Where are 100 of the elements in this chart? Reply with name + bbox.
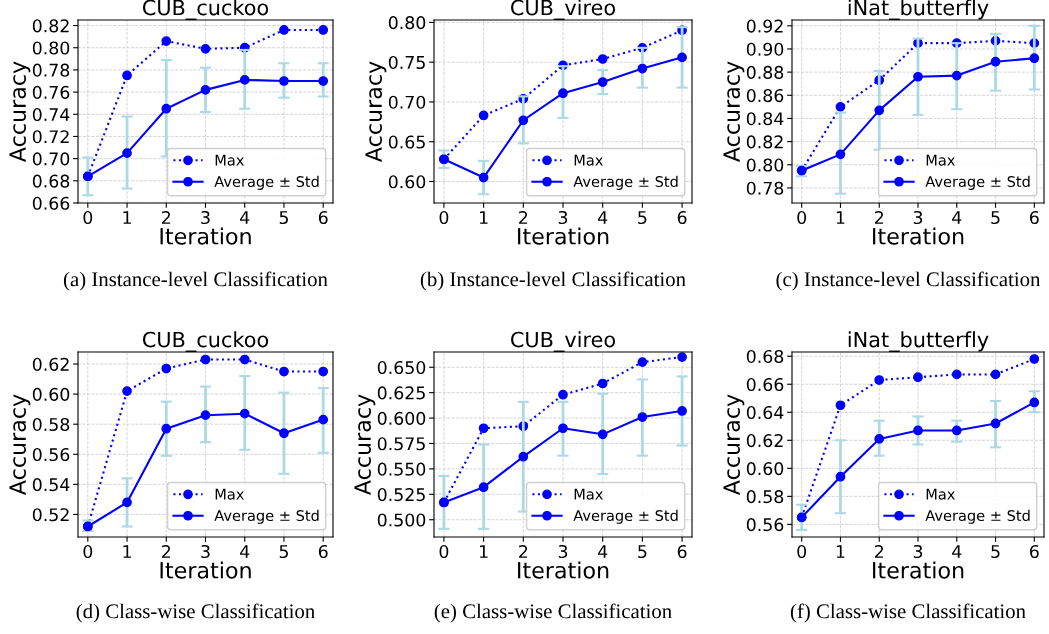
x-tick-label: 0 xyxy=(797,210,807,225)
x-tick-label: 2 xyxy=(519,210,528,224)
x-tick-label: 1 xyxy=(836,545,845,558)
y-tick-label: 0.58 xyxy=(32,417,70,432)
x-tick-label: 6 xyxy=(318,544,328,559)
x-tick-label: 6 xyxy=(677,544,687,559)
y-tick-label: 0.82 xyxy=(746,135,783,149)
legend-label: Average ± Std xyxy=(214,175,319,190)
y-tick-label: 0.62 xyxy=(746,434,783,448)
y-tick-label: 0.72 xyxy=(32,130,69,144)
y-tick-label: 0.66 xyxy=(32,196,70,210)
x-tick-label: 5 xyxy=(279,545,288,559)
y-tick-label: 0.625 xyxy=(377,386,425,400)
y-tick-label: 0.56 xyxy=(746,518,784,532)
x-tick-label: 4 xyxy=(598,211,608,224)
x-axis-title: Iteration xyxy=(518,227,609,245)
x-tick-label: 0 xyxy=(83,210,93,225)
y-tick-label: 0.84 xyxy=(746,112,784,126)
x-tick-label: 1 xyxy=(480,211,488,224)
y-tick-label: 0.60 xyxy=(32,387,70,401)
y-tick-label: 0.75 xyxy=(388,55,425,70)
x-tick-label: 4 xyxy=(952,211,962,224)
y-axis-title: Accuracy xyxy=(723,61,745,163)
x-tick-label: 2 xyxy=(519,544,528,558)
legend-label: Average ± Std xyxy=(925,509,1030,524)
x-tick-label: 0 xyxy=(83,544,93,559)
x-tick-label: 5 xyxy=(638,545,647,559)
y-tick-label: 0.78 xyxy=(746,181,784,195)
y-tick-label: 0.78 xyxy=(32,63,70,77)
legend-label: Max xyxy=(926,154,955,166)
y-tick-label: 0.80 xyxy=(388,16,426,30)
legend-label: Max xyxy=(574,154,603,166)
y-tick-label: 0.80 xyxy=(746,158,784,172)
y-tick-label: 0.58 xyxy=(746,490,784,504)
text: (c) Instance-level Classification xyxy=(776,271,1041,291)
y-tick-label: 0.68 xyxy=(32,174,70,188)
x-axis-title: Iteration xyxy=(518,561,609,579)
x-tick-label: 4 xyxy=(598,545,608,558)
x-axis-title: Iteration xyxy=(160,561,251,579)
x-tick-label: 3 xyxy=(201,544,210,559)
chart-title: iNat_butterfly xyxy=(848,0,989,20)
x-tick-label: 6 xyxy=(1030,210,1039,225)
x-tick-label: 5 xyxy=(279,211,288,225)
x-tick-label: 2 xyxy=(162,544,171,558)
legend-label: Max xyxy=(574,488,603,500)
y-tick-label: 0.90 xyxy=(746,42,784,56)
x-tick-label: 3 xyxy=(558,210,568,225)
y-tick-label: 0.68 xyxy=(746,349,784,364)
x-tick-label: 0 xyxy=(439,544,449,559)
x-tick-label: 4 xyxy=(952,545,962,558)
x-tick-label: 1 xyxy=(836,211,845,224)
y-tick-label: 0.60 xyxy=(746,462,784,476)
y-tick-label: 0.525 xyxy=(377,488,425,502)
y-tick-label: 0.650 xyxy=(377,360,426,375)
x-tick-label: 5 xyxy=(638,211,647,225)
text: (f) Class-wise Classification xyxy=(790,603,1026,623)
y-tick-label: 0.60 xyxy=(388,175,426,189)
legend-label: Average ± Std xyxy=(925,175,1030,190)
x-tick-label: 1 xyxy=(123,545,131,558)
x-tick-label: 2 xyxy=(874,544,884,558)
x-tick-label: 2 xyxy=(162,210,171,224)
x-tick-label: 1 xyxy=(123,211,131,224)
x-tick-label: 4 xyxy=(240,211,250,224)
chart-title: iNat_butterfly xyxy=(848,331,989,352)
y-axis-title: Accuracy xyxy=(354,394,376,496)
y-tick-label: 0.70 xyxy=(32,152,70,166)
text: (e) Class-wise Classification xyxy=(434,603,672,623)
y-tick-label: 0.82 xyxy=(32,19,69,33)
y-tick-label: 0.65 xyxy=(388,135,425,149)
y-tick-label: 0.92 xyxy=(746,19,783,33)
chart-title: CUB_vireo xyxy=(511,0,615,20)
y-tick-label: 0.62 xyxy=(32,357,69,371)
y-axis-title: Accuracy xyxy=(9,61,31,163)
x-tick-label: 0 xyxy=(439,210,449,225)
legend-label: Average ± Std xyxy=(573,509,678,524)
y-axis-title: Accuracy xyxy=(9,394,31,496)
x-tick-label: 3 xyxy=(913,544,923,559)
x-axis-title: Iteration xyxy=(873,561,964,579)
x-axis-title: Iteration xyxy=(873,227,964,245)
y-axis-title: Accuracy xyxy=(365,61,387,163)
y-tick-label: 0.80 xyxy=(32,41,70,55)
legend-label: Average ± Std xyxy=(214,509,319,524)
x-tick-label: 2 xyxy=(874,210,884,224)
y-tick-label: 0.550 xyxy=(377,462,426,476)
legend-label: Max xyxy=(926,488,955,500)
y-axis-title: Accuracy xyxy=(723,394,745,496)
y-tick-label: 0.70 xyxy=(388,95,426,109)
y-tick-label: 0.575 xyxy=(377,437,425,451)
x-tick-label: 3 xyxy=(558,544,568,559)
legend-label: Max xyxy=(215,154,244,166)
x-tick-label: 6 xyxy=(677,210,687,225)
x-tick-label: 5 xyxy=(991,545,1000,559)
x-tick-label: 4 xyxy=(240,545,250,558)
text: (a) Instance-level Classification xyxy=(63,271,328,291)
chart-title: CUB_cuckoo xyxy=(142,0,269,20)
y-tick-label: 0.54 xyxy=(32,478,70,492)
x-tick-label: 3 xyxy=(913,210,923,225)
x-tick-label: 6 xyxy=(318,210,328,225)
y-tick-label: 0.74 xyxy=(32,107,70,122)
x-tick-label: 6 xyxy=(1030,544,1039,559)
